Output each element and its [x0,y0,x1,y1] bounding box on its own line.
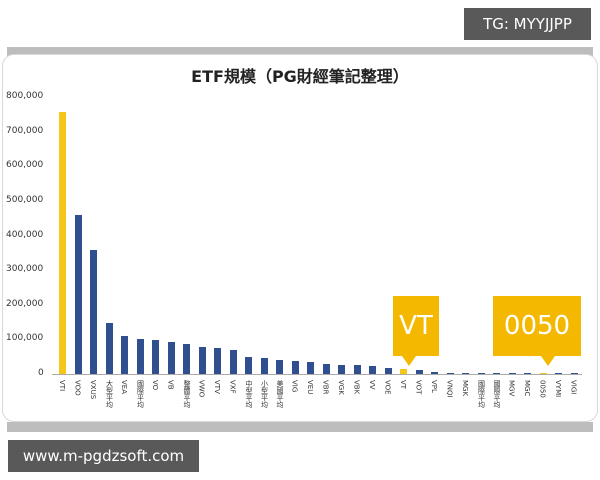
telegram-watermark: TG: MYYJJPP [464,8,591,40]
y-tick-label: 0 [38,368,44,378]
x-tick-label: VIGI [569,380,578,395]
x-tick-label: VOO [73,380,82,396]
x-tick-label: 美國平均 [276,380,284,408]
bar-VYMI [555,373,562,374]
y-tick-label: 200,000 [6,298,44,309]
x-tick-label: 國際平均 [477,380,486,408]
bar-VBK [353,365,361,374]
y-tick-label: 600,000 [6,160,44,171]
bar-VOT [415,369,423,374]
bar-中型平均 [245,357,252,374]
x-tick-label: VYMI [554,380,562,398]
url-watermark: www.m-pgdzsoft.com [8,440,199,472]
x-tick-label: VGK [337,380,345,395]
bar-國際平均 [493,373,500,374]
x-tick-label: VO [151,380,159,391]
x-tick-label: 國際平均 [493,380,501,408]
x-tick-label: VTV [213,380,221,394]
bar-MGK [462,372,469,374]
callout-0050: 0050 [493,296,581,366]
bar-小型平均 [260,357,268,374]
x-tick-label: MGK [461,380,469,397]
x-axis-line [52,374,582,375]
bar-VPL [431,371,438,374]
bar-VTI [59,111,66,374]
x-tick-label: 大型平均 [105,380,114,408]
bar-VBR [322,363,330,374]
y-tick-label: 700,000 [6,125,44,136]
bar-VEA [121,335,128,374]
bar-VXUS [90,250,97,374]
x-tick-label: VEU [306,380,314,395]
x-tick-label: VPL [430,380,438,393]
x-tick-label: 0050 [538,380,547,398]
x-tick-label: VXF [228,380,237,394]
x-tick-label: 國際平均 [136,380,145,408]
bar-VIGI [570,373,578,374]
x-tick-label: VB [166,380,175,390]
x-tick-label: VV [368,380,376,390]
x-tick-label: VTI [58,380,66,392]
bar-0050 [539,373,547,374]
y-tick-label: 800,000 [6,91,44,101]
bar-MGC [524,373,531,374]
x-tick-label: 小型平均 [260,380,269,408]
x-tick-label: VOE [383,380,392,395]
x-tick-label: 整體平均 [183,380,191,408]
bar-VXF [229,350,237,374]
x-tick-label: VXUS [89,380,97,400]
bar-VTV [214,348,221,374]
bar-大型平均 [105,323,113,374]
x-tick-label: 中型平均 [245,380,253,408]
x-tick-label: VIG [290,380,299,393]
y-tick-label: 300,000 [6,264,44,275]
bar-國際平均 [136,339,144,374]
x-tick-label: VWO [197,380,206,398]
x-tick-label: VOT [414,380,423,395]
y-tick-label: 400,000 [6,229,44,240]
bar-美國平均 [276,360,283,374]
frame-bottom-bar [7,422,593,432]
bar-VT [400,368,407,374]
x-tick-label: VNQI [445,380,454,398]
y-tick-label: 500,000 [6,194,44,205]
bar-VB [167,342,175,374]
bar-整體平均 [183,344,190,374]
x-tick-label: MGV [507,380,516,397]
bar-VO [152,340,159,374]
bar-VNQI [446,372,454,374]
bar-VGK [338,364,345,374]
bar-VV [369,366,376,374]
x-tick-label: VT [399,380,407,390]
bar-VOO [74,215,82,374]
bar-VWO [198,346,206,374]
x-tick-label: VBR [321,380,330,395]
chart-card [2,54,598,422]
bar-VEU [307,361,314,374]
y-tick-label: 100,000 [6,333,44,344]
frame-top-bar [7,47,593,56]
x-tick-label: VBK [352,380,361,395]
chart-title: ETF規模（PG財經筆記整理） [191,67,409,86]
x-tick-label: VEA [120,380,128,394]
bar-國際平均 [477,373,485,374]
x-tick-label: MGC [523,380,531,397]
callout-vt: VT [393,296,439,366]
bar-VOE [384,368,392,374]
bar-VIG [291,360,299,374]
bar-MGV [508,373,516,374]
